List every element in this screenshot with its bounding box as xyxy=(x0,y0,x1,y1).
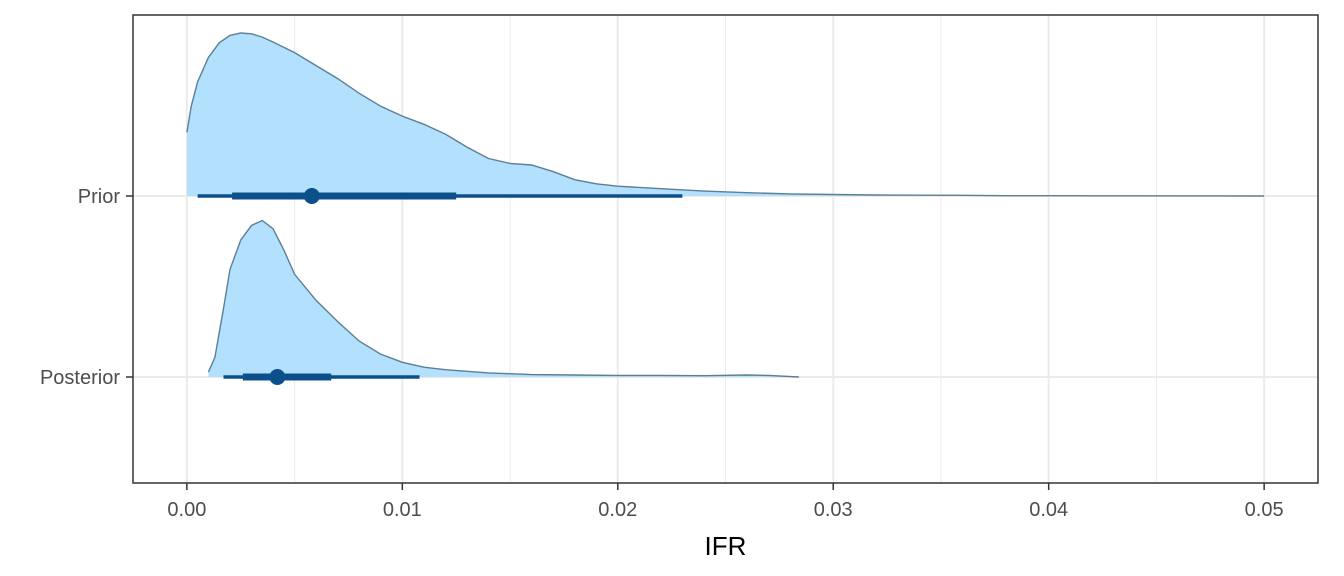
panel-border xyxy=(132,14,1319,484)
density-slabs xyxy=(186,32,1265,378)
point-estimate-prior xyxy=(303,188,320,204)
x-tick-label: 0.04 xyxy=(1029,499,1068,521)
density-fill-posterior xyxy=(208,220,799,377)
density-outline-prior xyxy=(186,32,1265,197)
x-axis-title: IFR xyxy=(705,531,747,561)
y-tick-label: Posterior xyxy=(40,367,120,389)
x-tick-label: 0.03 xyxy=(814,499,853,521)
density-outline-posterior xyxy=(207,219,799,378)
x-tick-label: 0.01 xyxy=(383,499,422,521)
y-tick-label: Prior xyxy=(78,186,121,208)
density-fill-prior xyxy=(186,33,1265,196)
x-tick-label: 0.02 xyxy=(598,499,637,521)
interval-bars xyxy=(197,188,683,385)
point-estimate-posterior xyxy=(269,369,286,385)
x-tick-label: 0.00 xyxy=(167,499,206,521)
axes: 0.00 0.01 0.02 0.03 0.04 0.05 Prior Posterior xyxy=(40,186,1284,521)
x-tick-label: 0.05 xyxy=(1245,499,1284,521)
